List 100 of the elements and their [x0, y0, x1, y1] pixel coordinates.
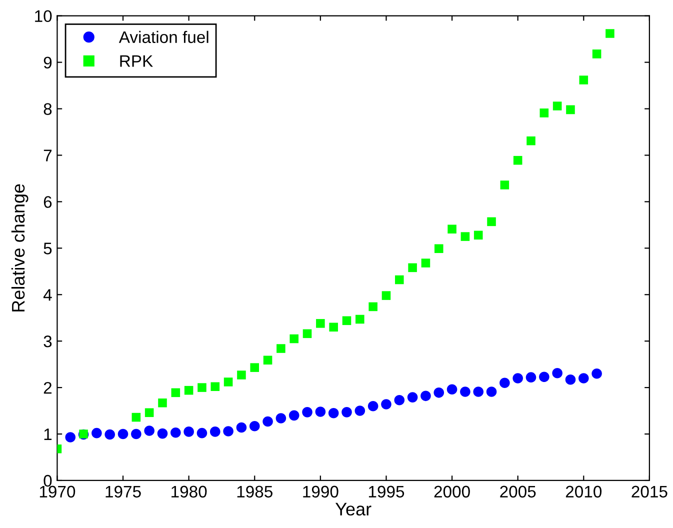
y-tick-label: 8	[44, 103, 52, 115]
point	[486, 386, 497, 397]
point	[198, 383, 206, 392]
point	[262, 416, 273, 427]
point	[487, 217, 496, 226]
point	[420, 390, 431, 402]
point	[236, 422, 247, 433]
point	[579, 76, 588, 84]
point	[158, 398, 167, 408]
x-tick-label: 2000	[434, 486, 470, 498]
point	[302, 407, 312, 418]
legend-label: RPK	[120, 55, 153, 67]
point	[196, 428, 208, 438]
point	[500, 180, 510, 190]
point	[408, 263, 417, 272]
point	[552, 102, 562, 110]
x-tick-label: 1975	[106, 486, 141, 498]
x-tick-label: 1985	[237, 486, 272, 498]
point	[276, 413, 286, 424]
point	[184, 386, 194, 395]
point	[407, 392, 418, 402]
point	[460, 386, 470, 397]
y-axis-title: Relative change	[11, 184, 28, 312]
y-tick-label: 2	[44, 382, 52, 394]
point	[328, 408, 339, 418]
y-tick-label: 10	[35, 10, 52, 22]
x-tick-label: 1995	[368, 486, 404, 498]
point	[131, 428, 142, 440]
point	[132, 412, 141, 422]
point	[434, 388, 444, 398]
point	[381, 399, 392, 410]
point	[512, 373, 523, 384]
point	[578, 373, 589, 384]
point	[342, 407, 352, 418]
x-tick-label: 2010	[566, 486, 602, 498]
legend-label: Aviation fuel	[118, 30, 208, 44]
y-tick-label: 3	[44, 335, 52, 348]
point	[368, 400, 378, 412]
point	[368, 302, 378, 312]
point	[263, 356, 272, 365]
point	[592, 368, 602, 379]
point	[446, 384, 458, 395]
y-tick-label: 7	[44, 150, 52, 162]
point	[249, 420, 260, 432]
point	[526, 136, 536, 146]
point	[448, 224, 456, 234]
point	[473, 386, 484, 397]
y-tick-label: 0	[44, 474, 52, 487]
x-tick-label: 2015	[632, 486, 668, 498]
point	[210, 426, 220, 437]
point	[276, 344, 286, 353]
point	[474, 230, 483, 240]
y-tick-label: 1	[44, 428, 52, 440]
point	[354, 406, 366, 416]
point	[592, 50, 602, 58]
point	[302, 329, 312, 338]
point	[513, 156, 522, 165]
point	[540, 108, 549, 118]
y-tick-label: 4	[43, 289, 52, 301]
x-tick-label: 1970	[40, 486, 76, 498]
point	[104, 429, 115, 440]
x-tick-label: 1990	[303, 486, 338, 498]
point	[329, 322, 338, 332]
y-tick-label: 5	[44, 242, 52, 254]
point	[316, 319, 325, 328]
x-tick-label: 1980	[172, 486, 207, 498]
point	[250, 363, 260, 372]
x-tick-label: 2005	[500, 486, 536, 498]
point	[342, 316, 352, 326]
point	[566, 105, 575, 114]
point	[606, 29, 614, 38]
point	[237, 370, 246, 380]
point	[460, 232, 470, 241]
point	[223, 426, 234, 436]
y-tick-label: 6	[44, 196, 52, 208]
point	[157, 428, 168, 439]
point	[552, 368, 562, 378]
point	[65, 432, 76, 442]
y-tick-label: 9	[44, 56, 52, 69]
point	[210, 382, 220, 392]
point	[144, 408, 154, 418]
point	[171, 388, 180, 398]
point	[434, 244, 444, 254]
point	[288, 410, 300, 421]
point	[92, 428, 102, 438]
point	[500, 378, 510, 388]
point	[565, 374, 576, 385]
point	[382, 291, 391, 300]
point	[539, 372, 550, 382]
point	[118, 428, 128, 440]
x-axis-title: Year	[335, 502, 372, 516]
point	[144, 426, 154, 436]
point	[526, 372, 536, 382]
point	[421, 258, 430, 268]
point	[290, 334, 298, 344]
point	[224, 378, 233, 386]
point	[170, 427, 181, 438]
point	[315, 406, 326, 417]
point	[184, 426, 194, 437]
point	[394, 275, 404, 284]
